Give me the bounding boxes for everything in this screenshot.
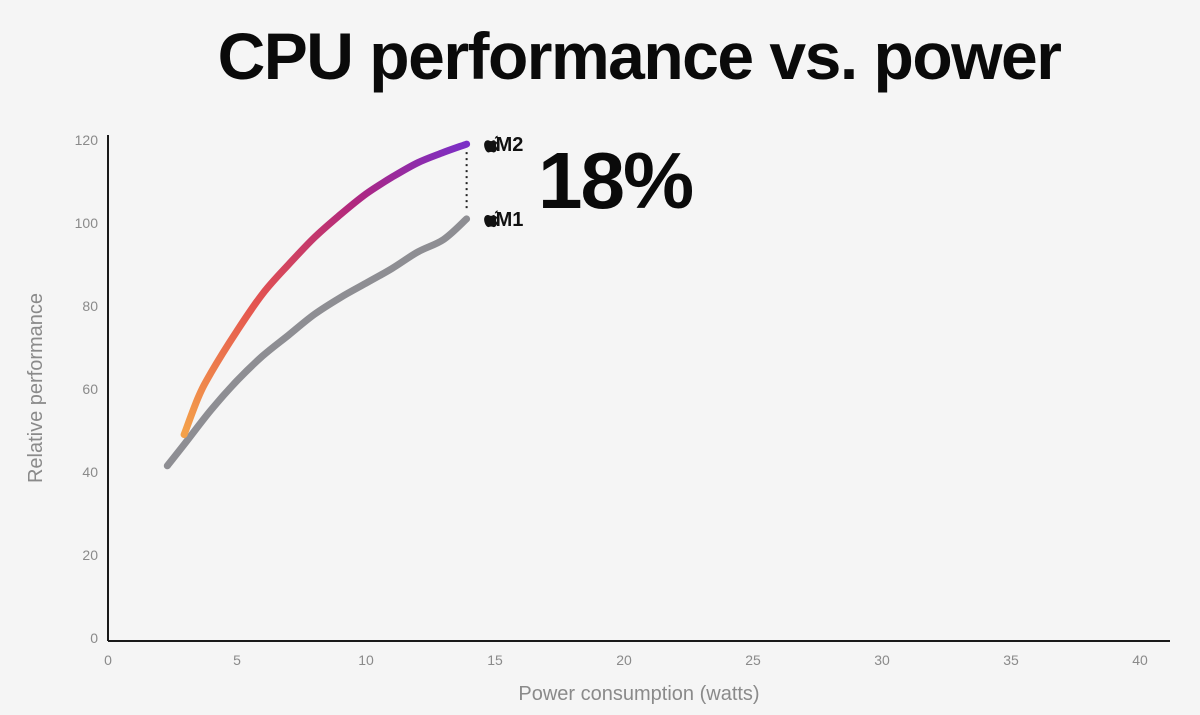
x-tick-label: 40: [1132, 652, 1148, 668]
x-tick-label: 5: [233, 652, 241, 668]
y-tick-label: 80: [82, 298, 98, 314]
y-tick-label: 60: [82, 381, 98, 397]
series-line-m1: [163, 215, 471, 470]
y-tick-label: 120: [75, 132, 99, 148]
y-tick-label: 0: [90, 630, 98, 646]
y-tick-label: 40: [82, 464, 98, 480]
y-axis-label: Relative performance: [25, 293, 47, 483]
y-tick-label: 20: [82, 547, 98, 563]
y-tick-label: 100: [75, 215, 99, 231]
series-line-m2: [180, 140, 471, 439]
x-tick-label: 20: [616, 652, 632, 668]
series-label-m1-text: M1: [496, 209, 524, 231]
difference-annotation: 18%: [538, 136, 693, 225]
x-tick-label: 0: [104, 652, 112, 668]
series-label-m1: M1: [484, 209, 523, 231]
x-axis-label: Power consumption (watts): [518, 683, 759, 705]
x-tick-label: 15: [487, 652, 503, 668]
apple-logo-icon: [484, 210, 498, 228]
x-tick-label: 10: [358, 652, 374, 668]
series-label-m2: M2: [484, 134, 523, 156]
x-tick-label: 30: [874, 652, 890, 668]
series-label-m2-text: M2: [496, 134, 524, 156]
x-tick-label: 25: [745, 652, 761, 668]
chart-title: CPU performance vs. power: [217, 19, 1062, 93]
apple-logo-icon: [484, 135, 498, 153]
x-tick-label: 35: [1003, 652, 1019, 668]
